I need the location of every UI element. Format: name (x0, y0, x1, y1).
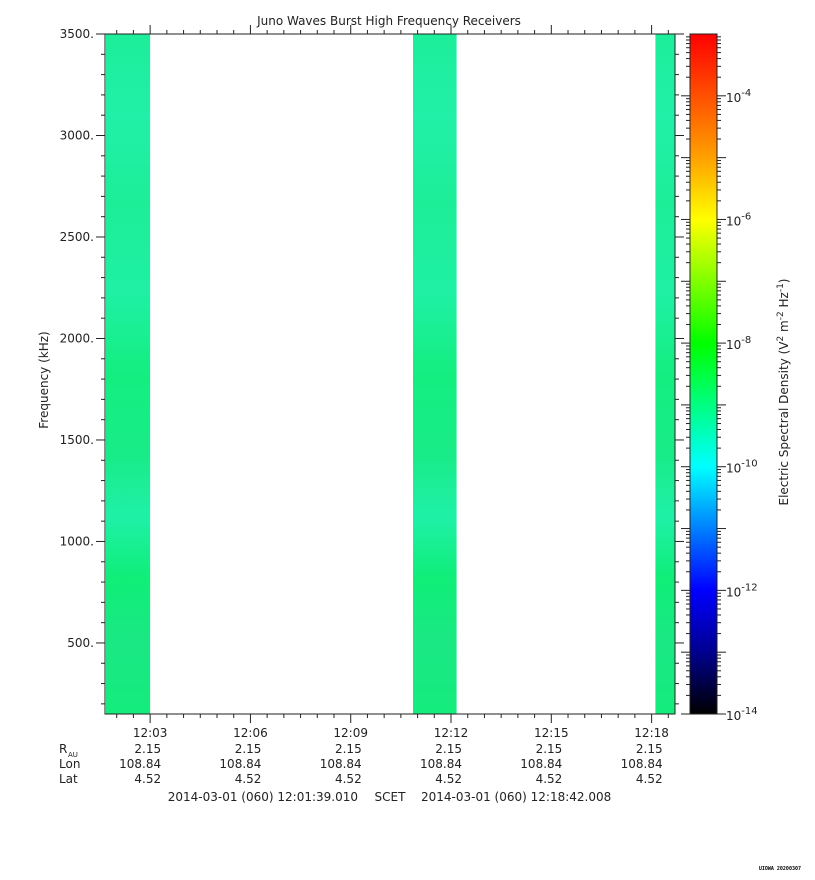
ephemeris-value: 108.84 (119, 757, 161, 771)
time-range-footer: 2014-03-01 (060) 12:01:39.010 SCET 2014-… (168, 790, 612, 804)
ephemeris-value: 108.84 (520, 757, 562, 771)
y-axis-label: Frequency (kHz) (37, 331, 51, 428)
colorbar-tick-label: 10-6 (726, 211, 751, 228)
ephemeris-value: 2.15 (536, 742, 563, 756)
colorbar (689, 33, 718, 715)
y-tick-label: 2500. (60, 230, 94, 244)
ephemeris-value: 2.15 (134, 742, 161, 756)
x-tick-label: 12:15 (534, 726, 569, 740)
y-tick-label: 3000. (60, 128, 94, 142)
colorbar-tick-label: 10-10 (726, 459, 758, 476)
ephemeris-value: 108.84 (420, 757, 462, 771)
time-range-end: 2014-03-01 (060) 12:18:42.008 (421, 790, 611, 804)
burst-data-blocks (106, 34, 675, 714)
ephemeris-value: 108.84 (621, 757, 663, 771)
burst-block-3 (655, 34, 675, 714)
x-tick-label: 12:03 (133, 726, 168, 740)
ephemeris-table: R AU 2.15 2.15 2.15 2.15 2.15 2.15 Lon 108.84 108.… (59, 742, 663, 786)
y-axis: 500. 1000. 1500. 2000. 2500. 3000. 3500. (60, 27, 684, 705)
x-tick-label: 12:09 (333, 726, 368, 740)
time-range-scet: SCET (375, 790, 407, 804)
ephemeris-row-label: R (59, 742, 67, 756)
y-tick-label: 3500. (60, 27, 94, 41)
ephemeris-value: 4.52 (636, 772, 663, 786)
colorbar-label: Electric Spectral Density (V2 m-2 Hz-1) (776, 278, 791, 505)
ephemeris-value: 4.52 (536, 772, 563, 786)
ephemeris-value: 108.84 (320, 757, 362, 771)
ephemeris-value: 108.84 (219, 757, 261, 771)
ephemeris-value: 2.15 (636, 742, 663, 756)
colorbar-tick-label: 10-8 (726, 335, 751, 352)
colorbar-tick-label: 10-14 (726, 706, 758, 723)
x-tick-label: 12:18 (634, 726, 669, 740)
stamp-label: UIOWA 20200307 (758, 866, 801, 872)
colorbar-axis: 10-14 10-12 10-10 10-8 10-6 10-4 (681, 36, 758, 723)
ephemeris-row-sublabel: AU (68, 751, 78, 759)
plot-frame (104, 33, 676, 715)
y-tick-label: 1500. (60, 433, 94, 447)
colorbar-tick-label: 10-12 (726, 582, 758, 599)
burst-block-1 (106, 34, 151, 714)
ephemeris-value: 2.15 (335, 742, 362, 756)
ephemeris-row-label: Lon (59, 757, 80, 771)
ephemeris-row-label: Lat (59, 772, 78, 786)
y-tick-label: 1000. (60, 534, 94, 548)
colorbar-tick-label: 10-4 (726, 88, 751, 105)
y-tick-label: 2000. (60, 331, 94, 345)
x-tick-label: 12:06 (233, 726, 268, 740)
time-range-start: 2014-03-01 (060) 12:01:39.010 (168, 790, 358, 804)
ephemeris-value: 2.15 (235, 742, 262, 756)
chart-title: Juno Waves Burst High Frequency Receiver… (256, 14, 521, 28)
ephemeris-value: 4.52 (335, 772, 362, 786)
ephemeris-value: 4.52 (134, 772, 161, 786)
ephemeris-value: 4.52 (435, 772, 462, 786)
y-tick-label: 500. (67, 636, 94, 650)
burst-block-2 (413, 34, 457, 714)
ephemeris-value: 4.52 (235, 772, 262, 786)
x-tick-label: 12:12 (434, 726, 469, 740)
x-axis: 12:03 12:06 12:09 12:12 12:15 12:18 (116, 25, 669, 740)
ephemeris-value: 2.15 (435, 742, 462, 756)
